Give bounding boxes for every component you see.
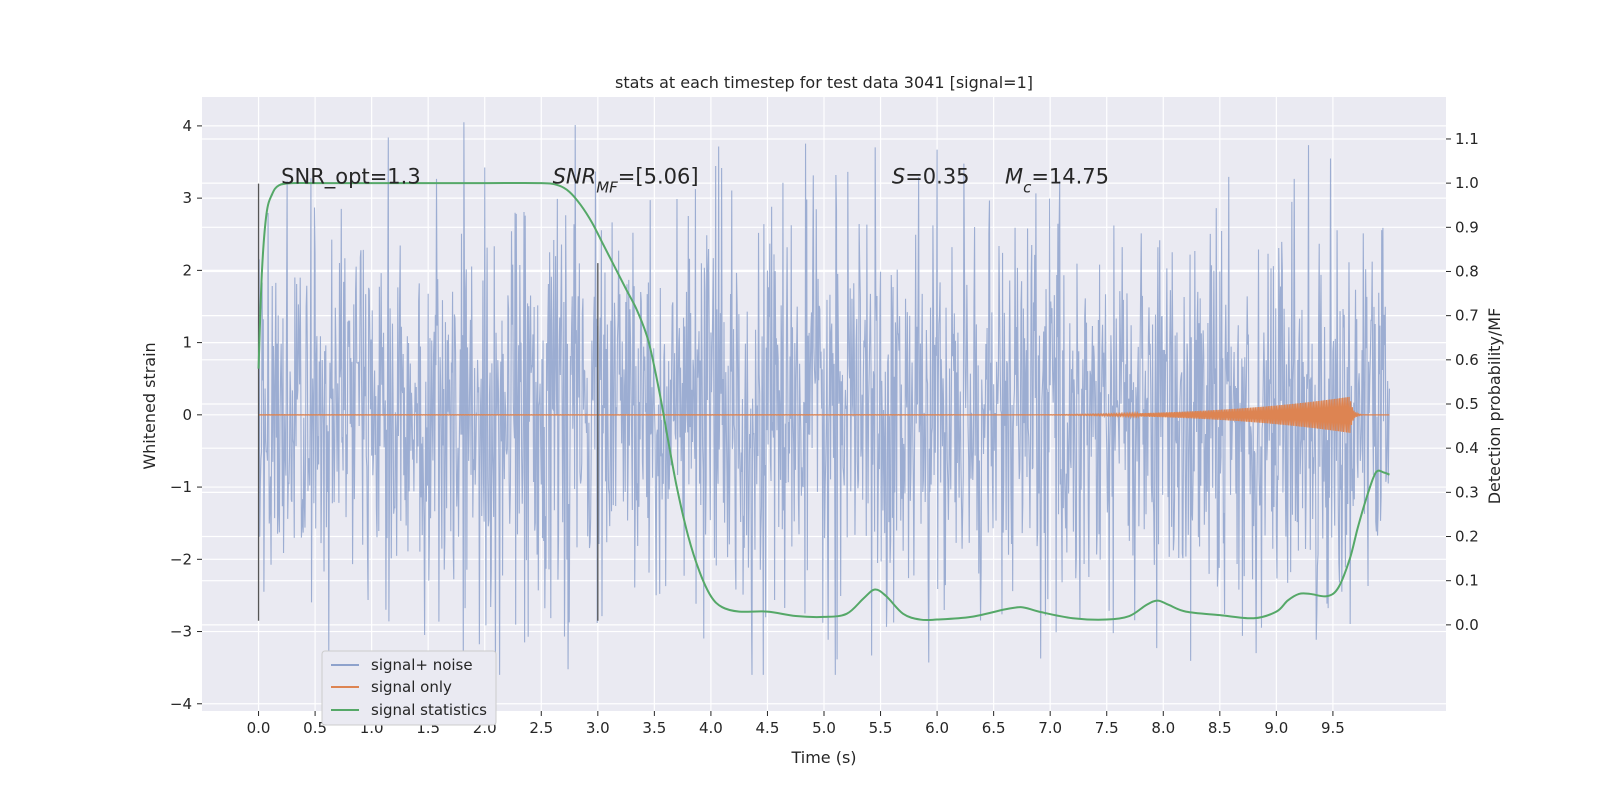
annotation-2: S=0.35: [892, 164, 970, 188]
x-tick-label-13: 6.5: [982, 719, 1006, 737]
x-tick-label-1: 0.5: [303, 719, 327, 737]
y-left-tick-label-0: −4: [170, 695, 192, 713]
annotations: SNR_opt=1.3 SNRMF=[5.06] S=0.35 Mc=14.75: [281, 164, 1109, 196]
legend-box: [321, 650, 497, 726]
y-right-tick-label-9: 0.9: [1455, 218, 1479, 236]
y-right-tick-label-1: 0.1: [1455, 572, 1479, 590]
legend-label-signal-noise: signal+ noise: [371, 656, 473, 674]
x-tick-5: 2.5: [529, 711, 553, 737]
y-left-tick-label-4: 0: [182, 406, 192, 424]
y-left-tick-label-1: −3: [170, 623, 192, 641]
y-left-tick-label-2: −2: [170, 550, 192, 568]
annotation-3: Mc=14.75: [1005, 164, 1109, 196]
vertical-markers: [257, 183, 599, 621]
y-right-tick-3: 0.3: [1446, 483, 1479, 501]
y-right-tick-0: 0.0: [1446, 616, 1479, 634]
y-axis-right-ticks: 0.0 0.1 0.2 0.3 0.4 0.5 0.6 0.7 0.8 0.9 1.0 1.1: [1446, 130, 1479, 634]
y-right-tick-10: 1.0: [1446, 174, 1479, 192]
x-tick-label-10: 5.0: [812, 719, 836, 737]
annotation-0: SNR_opt=1.3: [281, 164, 421, 189]
y-right-tick-label-2: 0.2: [1455, 528, 1479, 546]
plot-area: [257, 122, 1390, 675]
x-tick-10: 5.0: [812, 711, 836, 737]
y-right-tick-7: 0.7: [1446, 307, 1479, 325]
y-left-tick-8: 4: [182, 117, 202, 135]
x-tick-label-15: 7.5: [1095, 719, 1119, 737]
x-tick-label-18: 9.0: [1264, 719, 1288, 737]
y-axis-right-label: Detection probability/MF: [1485, 308, 1504, 505]
x-tick-0: 0.0: [247, 711, 271, 737]
y-left-tick-5: 1: [182, 334, 202, 352]
y-right-tick-8: 0.8: [1446, 262, 1479, 280]
chart-title: stats at each timestep for test data 304…: [615, 73, 1033, 92]
y-right-tick-11: 1.1: [1446, 130, 1479, 148]
y-left-tick-label-8: 4: [182, 117, 192, 135]
y-right-tick-label-11: 1.1: [1455, 130, 1479, 148]
y-right-tick-5: 0.5: [1446, 395, 1479, 413]
x-tick-8: 4.0: [699, 711, 723, 737]
x-tick-16: 8.0: [1151, 711, 1175, 737]
legend: signal+ noise signal only signal statist…: [321, 650, 497, 726]
x-tick-label-0: 0.0: [247, 719, 271, 737]
y-left-tick-1: −3: [170, 623, 202, 641]
signal-statistics-series: [257, 181, 1390, 622]
y-right-tick-2: 0.2: [1446, 528, 1479, 546]
x-tick-label-11: 5.5: [869, 719, 893, 737]
y-right-tick-label-10: 1.0: [1455, 174, 1479, 192]
x-tick-label-12: 6.0: [925, 719, 949, 737]
y-right-tick-6: 0.6: [1446, 351, 1479, 369]
x-tick-label-17: 8.5: [1208, 719, 1232, 737]
y-left-tick-3: −1: [170, 478, 202, 496]
x-tick-label-14: 7.0: [1038, 719, 1062, 737]
y-right-tick-label-7: 0.7: [1455, 307, 1479, 325]
y-right-tick-1: 0.1: [1446, 572, 1479, 590]
y-axis-left-ticks: −4 −3 −2 −1 0 1 2 3 4: [170, 117, 202, 713]
x-tick-label-16: 8.0: [1151, 719, 1175, 737]
y-right-tick-label-5: 0.5: [1455, 395, 1479, 413]
y-right-tick-9: 0.9: [1446, 218, 1479, 236]
x-axis-label: Time (s): [790, 748, 856, 767]
x-tick-11: 5.5: [869, 711, 893, 737]
y-left-tick-label-3: −1: [170, 478, 192, 496]
y-left-tick-7: 3: [182, 189, 202, 207]
x-tick-6: 3.0: [586, 711, 610, 737]
x-tick-1: 0.5: [303, 711, 327, 737]
y-axis-left-label: Whitened strain: [140, 342, 159, 469]
y-left-tick-0: −4: [170, 695, 202, 713]
y-left-tick-label-5: 1: [182, 334, 192, 352]
x-tick-17: 8.5: [1208, 711, 1232, 737]
legend-label-signal-only: signal only: [371, 678, 452, 696]
y-right-tick-label-3: 0.3: [1455, 483, 1479, 501]
y-left-tick-label-6: 2: [182, 261, 192, 279]
y-right-tick-label-4: 0.4: [1455, 439, 1479, 457]
y-right-tick-label-6: 0.6: [1455, 351, 1479, 369]
y-right-tick-label-0: 0.0: [1455, 616, 1479, 634]
x-tick-19: 9.5: [1321, 711, 1345, 737]
x-tick-9: 4.5: [756, 711, 780, 737]
signal-only-series: [258, 396, 1390, 433]
legend-label-signal-statistics: signal statistics: [371, 701, 487, 719]
x-tick-13: 6.5: [982, 711, 1006, 737]
annotation-1: SNRMF=[5.06]: [553, 164, 699, 196]
x-tick-label-6: 3.0: [586, 719, 610, 737]
x-tick-label-8: 4.0: [699, 719, 723, 737]
y-left-tick-label-7: 3: [182, 189, 192, 207]
y-left-tick-6: 2: [182, 261, 202, 279]
x-tick-18: 9.0: [1264, 711, 1288, 737]
x-tick-label-9: 4.5: [756, 719, 780, 737]
x-tick-7: 3.5: [642, 711, 666, 737]
x-tick-12: 6.0: [925, 711, 949, 737]
x-tick-label-7: 3.5: [642, 719, 666, 737]
y-right-tick-4: 0.4: [1446, 439, 1479, 457]
x-tick-label-19: 9.5: [1321, 719, 1345, 737]
y-left-tick-2: −2: [170, 550, 202, 568]
y-left-tick-4: 0: [182, 406, 202, 424]
x-tick-15: 7.5: [1095, 711, 1119, 737]
x-tick-label-5: 2.5: [529, 719, 553, 737]
signal-noise-series: [258, 122, 1390, 675]
y-right-tick-label-8: 0.8: [1455, 262, 1479, 280]
x-tick-14: 7.0: [1038, 711, 1062, 737]
